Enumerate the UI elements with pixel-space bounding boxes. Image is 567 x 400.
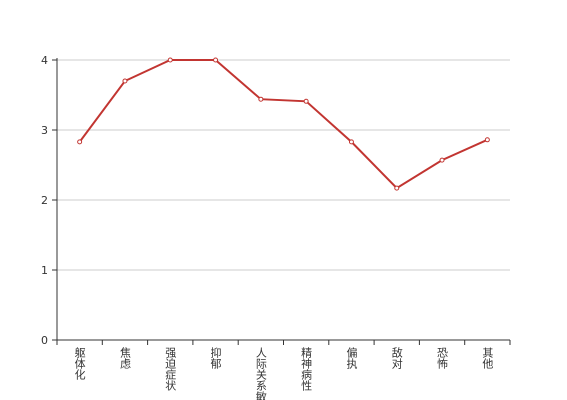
- x-tick-label: 焦虑: [118, 347, 131, 369]
- point: [348, 139, 354, 145]
- x-tick-label: 精神病性: [300, 347, 313, 392]
- x-tick-label: 偏执: [345, 346, 358, 370]
- y-tick-label: 1: [41, 264, 48, 277]
- point: [77, 139, 83, 145]
- line: [78, 59, 488, 190]
- point: [122, 78, 128, 84]
- x-tick-label: 人际关系敏感: [254, 347, 267, 400]
- y-tick-label: 0: [41, 334, 48, 347]
- x-tick-label: 抑郁: [209, 346, 222, 369]
- x-tick-label: 恐怖: [436, 347, 449, 369]
- point: [484, 137, 490, 143]
- point: [303, 98, 309, 104]
- y-tick-label: 3: [41, 124, 48, 137]
- point: [439, 157, 445, 163]
- point: [258, 96, 264, 102]
- y-tick-label: 2: [41, 194, 48, 207]
- x-tick-label: 敌对: [390, 346, 403, 369]
- x-tick-label: 其他: [481, 347, 494, 369]
- point: [394, 185, 400, 191]
- x-tick-label: 强迫症状: [164, 347, 177, 391]
- point: [167, 57, 173, 63]
- y-tick-label: 4: [41, 54, 48, 67]
- point: [213, 57, 219, 63]
- x-tick-label: 躯体化: [73, 347, 86, 381]
